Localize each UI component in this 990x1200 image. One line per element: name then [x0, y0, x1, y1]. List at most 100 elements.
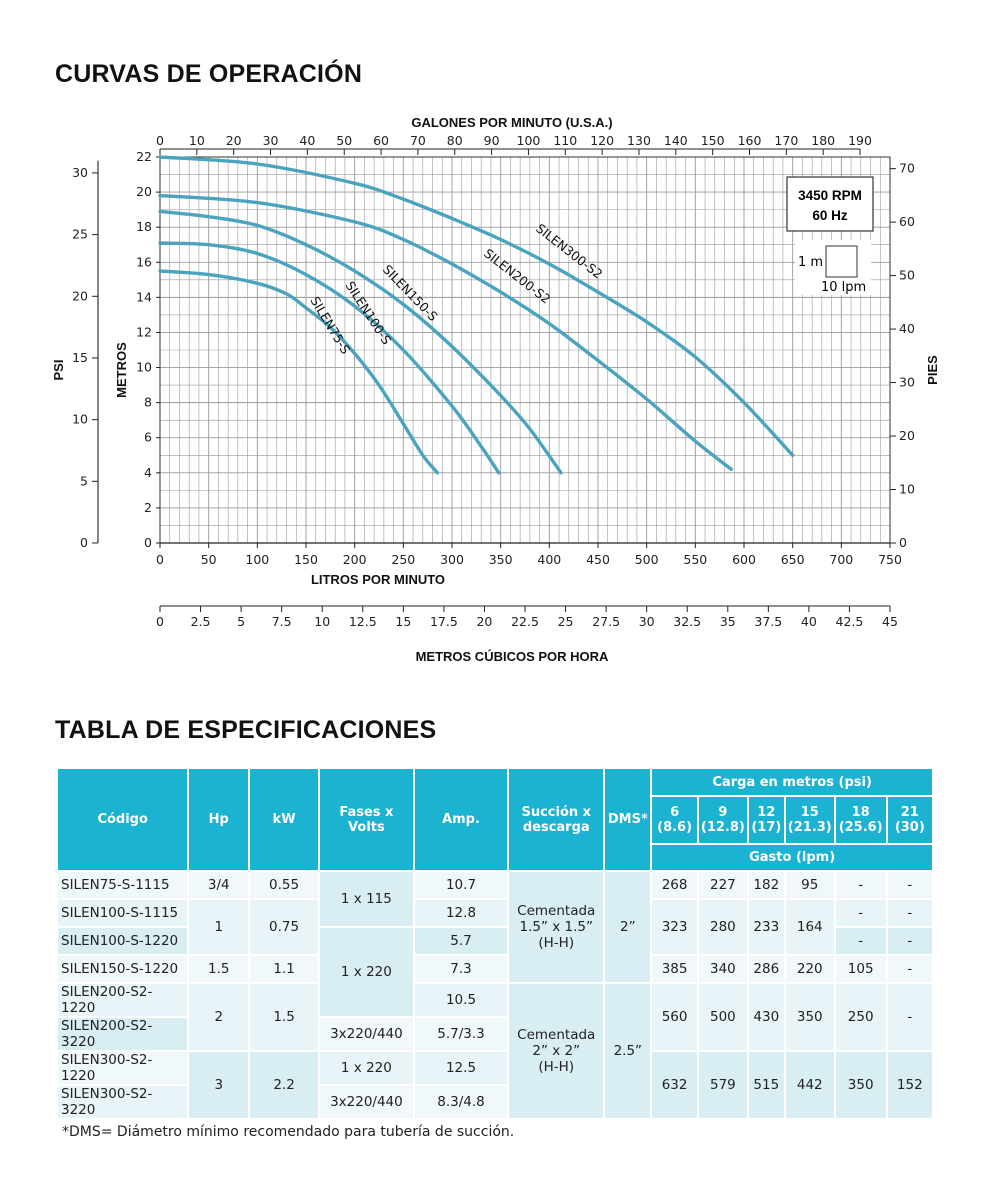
x-top-axis-title: GALONES POR MINUTO (U.S.A.) — [411, 115, 612, 130]
succion-line: 2” x 2” — [532, 1043, 581, 1059]
x-tick-label: 100 — [245, 552, 269, 567]
table-cell-gasto: - — [833, 926, 888, 956]
psi-tick-label: 15 — [72, 350, 88, 365]
curve-label: SILEN300-S2 — [533, 221, 605, 282]
col-header-code: Código — [55, 767, 190, 872]
ft-tick-label: 30 — [899, 375, 915, 390]
x-top-tick-label: 100 — [517, 133, 541, 148]
x2-tick-label: 25 — [558, 614, 574, 629]
table-cell-gasto: - — [885, 926, 935, 956]
y-tick-label: 12 — [136, 324, 152, 339]
x2-tick-label: 12.5 — [349, 614, 377, 629]
x2-axis-title: METROS CÚBICOS POR HORA — [416, 649, 609, 664]
y-tick-label: 20 — [136, 184, 152, 199]
x-tick-label: 200 — [343, 552, 367, 567]
carga-meters: 12 — [757, 805, 776, 820]
x2-tick-label: 40 — [801, 614, 817, 629]
curve-silen75-s — [158, 269, 440, 475]
x-top-tick-label: 10 — [189, 133, 205, 148]
table-cell-gasto: 350 — [783, 982, 836, 1052]
col-header-carga-value: 9 (12.8) — [696, 795, 749, 845]
x2-tick-label: 7.5 — [272, 614, 292, 629]
table-cell-kw: 0.55 — [248, 870, 320, 900]
table-cell-fases: 1 x 220 — [317, 1050, 415, 1086]
ft-tick-label: 60 — [899, 214, 915, 229]
succion-line: (H-H) — [538, 935, 575, 951]
x-tick-label: 550 — [683, 552, 707, 567]
col-header-kw: kW — [248, 767, 320, 872]
table-cell-code: SILEN100-S-1115 — [55, 898, 190, 928]
x2-tick-label: 2.5 — [191, 614, 211, 629]
table-cell-dms: 2.5” — [603, 982, 653, 1120]
psi-tick-label: 0 — [80, 535, 88, 550]
table-cell-hp: 3 — [187, 1050, 251, 1120]
x2-tick-label: 15 — [395, 614, 411, 629]
table-cell-succion: Cementada 1.5” x 1.5” (H-H) — [507, 870, 606, 984]
table-cell-gasto: 286 — [746, 954, 786, 984]
table-cell-gasto: 250 — [833, 982, 888, 1052]
y-tick-label: 14 — [136, 289, 152, 304]
table-cell-gasto: - — [885, 870, 935, 900]
table-cell-gasto: - — [833, 870, 888, 900]
table-cell-gasto: - — [885, 954, 935, 984]
carga-psi: (30) — [894, 820, 925, 835]
table-cell-code: SILEN300-S2-1220 — [55, 1050, 190, 1086]
y-tick-label: 2 — [144, 500, 152, 515]
x-top-tick-label: 120 — [590, 133, 614, 148]
table-cell-hp: 1 — [187, 898, 251, 956]
table-cell-kw: 0.75 — [248, 898, 320, 956]
col-header-amp: Amp. — [412, 767, 510, 872]
x-top-tick-label: 180 — [811, 133, 835, 148]
psi-tick-label: 10 — [72, 412, 88, 427]
rpm-box — [786, 176, 874, 232]
chart-labels: 3450 RPM 60 Hz 1 m 10 lpm SILEN75-SSILEN100-… — [307, 176, 874, 357]
y-axis-title: METROS — [114, 342, 129, 398]
x2-tick-label: 45 — [882, 614, 898, 629]
x-top-tick-label: 0 — [156, 133, 164, 148]
table-cell-gasto: 500 — [696, 982, 749, 1052]
y-tick-label: 0 — [144, 535, 152, 550]
x-top-tick-label: 70 — [410, 133, 426, 148]
table-cell-fases: 3x220/440 — [317, 1016, 415, 1052]
psi-tick-label: 25 — [72, 227, 88, 242]
succion-line: 1.5” x 1.5” — [519, 919, 594, 935]
x-top-tick-label: 40 — [299, 133, 315, 148]
x-tick-label: 500 — [635, 552, 659, 567]
x-top-tick-label: 110 — [553, 133, 577, 148]
table-cell-gasto: 152 — [885, 1050, 935, 1120]
table-cell-hp: 3/4 — [187, 870, 251, 900]
x-tick-label: 650 — [781, 552, 805, 567]
table-cell-code: SILEN200-S2-1220 — [55, 982, 190, 1018]
x-top-tick-label: 160 — [738, 133, 762, 148]
x-tick-label: 0 — [156, 552, 164, 567]
psi-tick-label: 30 — [72, 165, 88, 180]
succion-line: Cementada — [517, 1027, 596, 1043]
carga-meters: 15 — [800, 805, 819, 820]
x2-tick-label: 0 — [156, 614, 164, 629]
carga-psi: (25.6) — [838, 820, 883, 835]
x-top-tick-label: 170 — [774, 133, 798, 148]
x-tick-label: 400 — [537, 552, 561, 567]
table-cell-gasto: 442 — [783, 1050, 836, 1120]
ft-tick-label: 50 — [899, 268, 915, 283]
table-cell-amp: 7.3 — [412, 954, 510, 984]
ft-axis-title: PIES — [925, 355, 940, 385]
x2-tick-label: 5 — [237, 614, 245, 629]
table-cell-gasto: 233 — [746, 898, 786, 956]
curve-label: SILEN100-S — [342, 278, 394, 347]
table-cell-gasto: 95 — [783, 870, 836, 900]
col-header-carga-value: 12 (17) — [746, 795, 786, 845]
y-tick-label: 8 — [144, 395, 152, 410]
y-tick-label: 22 — [136, 149, 152, 164]
chart-axes: 0 50 100 150 200 250 300 350 400 450 500 550 600 650 7… — [51, 115, 940, 664]
carga-meters: 6 — [670, 805, 680, 820]
curve-silen150-s — [158, 209, 563, 475]
hz-text: 60 Hz — [812, 208, 848, 223]
carga-meters: 21 — [900, 805, 919, 820]
y-tick-label: 16 — [136, 254, 152, 269]
x-tick-label: 150 — [294, 552, 318, 567]
table-cell-amp: 12.5 — [412, 1050, 510, 1086]
table-cell-gasto: 632 — [650, 1050, 699, 1120]
x-top-tick-label: 190 — [848, 133, 872, 148]
table-cell-succion: Cementada 2” x 2” (H-H) — [507, 982, 606, 1120]
